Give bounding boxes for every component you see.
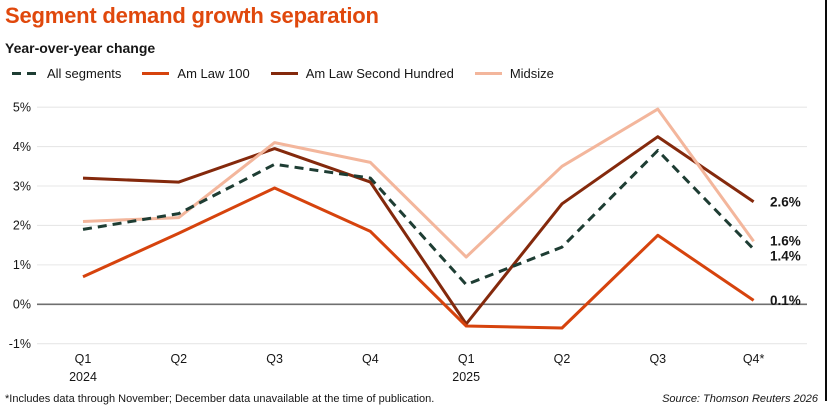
solid-line-swatch-icon	[270, 72, 298, 75]
legend-item-am-law-second-hundred: Am Law Second Hundred	[270, 66, 454, 81]
y-tick-label: 0%	[13, 298, 31, 312]
x-tick-label: Q1	[458, 352, 475, 366]
series-end-label: 0.1%	[770, 293, 801, 308]
y-tick-label: 2%	[13, 219, 31, 233]
legend-item-midsize: Midsize	[474, 66, 554, 81]
x-year-label: 2025	[452, 370, 480, 384]
legend-item-all-segments: All segments	[12, 66, 121, 81]
x-tick-label: Q2	[170, 352, 187, 366]
legend-label: All segments	[47, 66, 122, 81]
series-end-label: 1.4%	[770, 249, 801, 264]
chart-footnote: *Includes data through November; Decembe…	[5, 393, 435, 405]
legend-label: Midsize	[509, 66, 554, 81]
series-line-am-law-second-hundred	[82, 135, 755, 326]
y-tick-label: -1%	[9, 337, 31, 351]
y-tick-label: 1%	[13, 258, 31, 272]
series-line-am-law-100	[82, 186, 755, 330]
chart-subtitle: Year-over-year change	[5, 40, 156, 56]
x-year-label: 2024	[69, 370, 97, 384]
x-tick-label: Q4*	[743, 352, 765, 366]
y-tick-label: 5%	[13, 100, 31, 114]
x-tick-label: Q3	[649, 352, 666, 366]
dashed-line-swatch-icon	[12, 72, 39, 75]
right-edge-border	[825, 0, 827, 401]
x-tick-label: Q4	[362, 352, 379, 366]
solid-line-swatch-icon	[474, 72, 502, 75]
x-tick-label: Q1	[75, 352, 92, 366]
y-tick-label: 3%	[13, 179, 31, 193]
page-title: Segment demand growth separation	[5, 3, 379, 28]
legend-label: Am Law 100	[177, 66, 250, 81]
chart-legend: All segments Am Law 100 Am Law Second Hu…	[12, 66, 554, 81]
x-tick-label: Q3	[266, 352, 283, 366]
x-tick-label: Q2	[554, 352, 571, 366]
legend-label: Am Law Second Hundred	[305, 66, 454, 81]
legend-item-am-law-100: Am Law 100	[142, 66, 250, 81]
series-end-label: 1.6%	[770, 234, 801, 249]
solid-line-swatch-icon	[142, 72, 170, 75]
series-line-all-segments	[82, 149, 755, 287]
series-end-label: 2.6%	[770, 194, 801, 209]
y-tick-label: 4%	[13, 140, 31, 154]
series-line-midsize	[82, 107, 755, 259]
source-attribution: Source: Thomson Reuters 2026	[662, 393, 818, 405]
